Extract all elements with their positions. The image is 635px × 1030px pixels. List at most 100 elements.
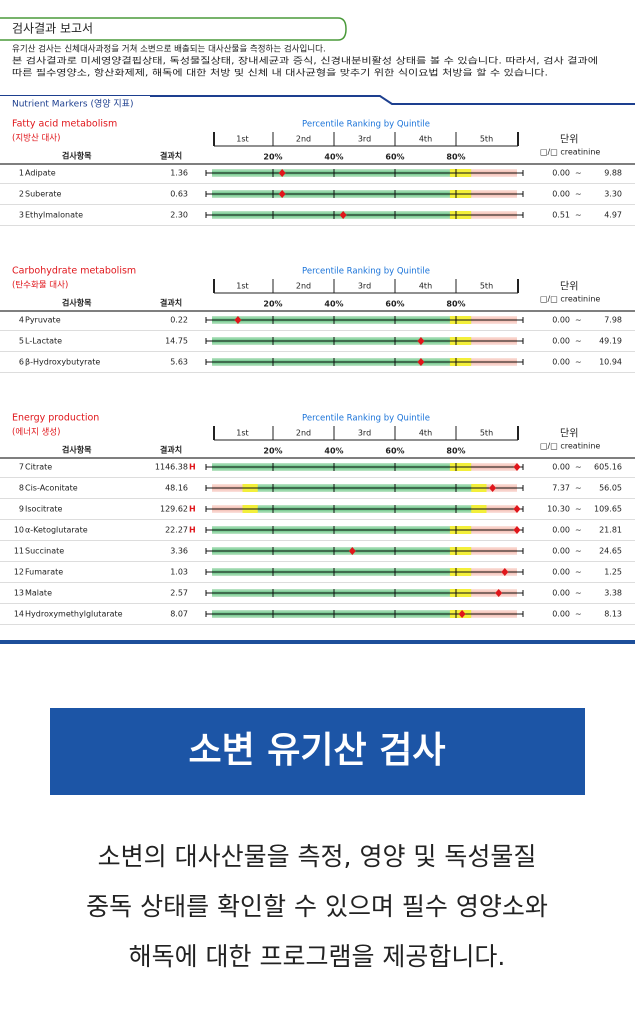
range-high: 49.19	[599, 337, 622, 346]
percent-label: 60%	[385, 300, 404, 309]
banner-line: 해독에 대한 프로그램을 제공합니다.	[129, 942, 506, 971]
row-name: Adipate	[25, 169, 56, 178]
banner-title: 소변 유기산 검사	[189, 730, 446, 771]
intro-line: 따른 필수영양소, 항산화제제, 해독에 대한 처방 및 신체 내 대사균형을 …	[12, 68, 548, 79]
range-high: 605.16	[594, 463, 622, 472]
col-item: 검사항목	[62, 445, 92, 455]
row-name: L-Lactate	[25, 337, 62, 346]
range-low: 0.00	[552, 337, 570, 346]
row-result: 5.63	[170, 358, 188, 367]
header-box	[0, 17, 347, 41]
quintile-label: 1st	[236, 282, 248, 291]
col-item: 검사항목	[62, 151, 92, 161]
range-high: 3.38	[604, 589, 622, 598]
row-name: Citrate	[25, 463, 52, 472]
banner-box	[50, 708, 585, 795]
percent-label: 80%	[446, 153, 465, 162]
col-result: 결과치	[160, 298, 182, 308]
row-result: 3.36	[170, 547, 188, 556]
quintile-label: 2nd	[296, 135, 311, 144]
row-result: 14.75	[165, 337, 188, 346]
quintile-label: 3rd	[358, 429, 371, 438]
quintile-label: 2nd	[296, 282, 311, 291]
section-subtitle: (탄수화물 대사)	[12, 280, 68, 291]
marker	[234, 316, 242, 324]
row-name: Fumarate	[25, 568, 63, 577]
quintile-label: 4th	[419, 282, 432, 291]
range-high: 24.65	[599, 547, 622, 556]
quintile-label: 1st	[236, 429, 248, 438]
row-name: Hydroxymethylglutarate	[25, 610, 123, 619]
range-sep: ~	[575, 169, 582, 178]
range-high: 8.13	[604, 610, 622, 619]
marker	[417, 337, 425, 345]
row-result: 1.03	[170, 568, 188, 577]
quintile-label: 1st	[236, 135, 248, 144]
percent-label: 20%	[263, 153, 282, 162]
marker	[278, 169, 286, 177]
range-low: 0.00	[552, 589, 570, 598]
range-sep: ~	[575, 484, 582, 493]
row-name: Suberate	[25, 190, 61, 199]
row-name: Malate	[25, 589, 52, 598]
range-sep: ~	[575, 568, 582, 577]
range-sep: ~	[575, 610, 582, 619]
row-no: 13	[14, 589, 24, 598]
marker	[513, 463, 521, 471]
section-title: Fatty acid metabolism	[12, 119, 117, 130]
col-item: 검사항목	[62, 298, 92, 308]
marker	[458, 610, 466, 618]
quintile-label: 5th	[480, 135, 493, 144]
row-result: 2.57	[170, 589, 188, 598]
range-low: 0.00	[552, 463, 570, 472]
marker	[489, 484, 497, 492]
quintile-label: 4th	[419, 135, 432, 144]
range-high: 109.65	[594, 505, 622, 514]
range-sep: ~	[575, 526, 582, 535]
range-sep: ~	[575, 589, 582, 598]
percent-label: 20%	[263, 300, 282, 309]
range-low: 0.00	[552, 316, 570, 325]
row-result: 1.36	[170, 169, 188, 178]
percent-label: 40%	[324, 447, 343, 456]
col-unit: 단위	[560, 427, 578, 440]
section-subtitle: (에너지 생성)	[12, 427, 60, 438]
quintile-label: 3rd	[358, 282, 371, 291]
intro-line: 유기산 검사는 신체대사과정을 거쳐 소변으로 배출되는 대사산물을 측정하는 …	[12, 44, 326, 55]
range-high: 9.88	[604, 169, 622, 178]
quintile-label: 5th	[480, 282, 493, 291]
range-sep: ~	[575, 505, 582, 514]
row-flag: H	[189, 526, 196, 535]
row-no: 2	[19, 190, 24, 199]
row-result: 0.63	[170, 190, 188, 199]
marker	[278, 190, 286, 198]
range-low: 0.00	[552, 547, 570, 556]
range-high: 4.97	[604, 211, 622, 220]
marker	[348, 547, 356, 555]
marker	[513, 526, 521, 534]
row-name: Cis-Aconitate	[25, 484, 78, 493]
col-unit: 단위	[560, 133, 578, 146]
row-no: 4	[19, 316, 24, 325]
row-no: 8	[19, 484, 24, 493]
intro-line: 본 검사결과로 미세영양결핍상태, 독성물질상태, 장내세균과 증식, 신경내분…	[12, 56, 598, 67]
row-no: 10	[14, 526, 24, 535]
scale-title: Percentile Ranking by Quintile	[302, 120, 430, 130]
percent-label: 40%	[324, 153, 343, 162]
scale-title: Percentile Ranking by Quintile	[302, 267, 430, 277]
percent-label: 80%	[446, 300, 465, 309]
quintile-label: 3rd	[358, 135, 371, 144]
banner-line: 중독 상태를 확인할 수 있으며 필수 영양소와	[86, 892, 548, 921]
percent-label: 80%	[446, 447, 465, 456]
marker	[417, 358, 425, 366]
row-result: 0.22	[170, 316, 188, 325]
range-low: 0.00	[552, 568, 570, 577]
percent-label: 20%	[263, 447, 282, 456]
section-subtitle: (지방산 대사)	[12, 133, 60, 144]
range-sep: ~	[575, 547, 582, 556]
quintile-label: 5th	[480, 429, 493, 438]
row-result: 2.30	[170, 211, 188, 220]
row-name: Ethylmalonate	[25, 211, 83, 220]
